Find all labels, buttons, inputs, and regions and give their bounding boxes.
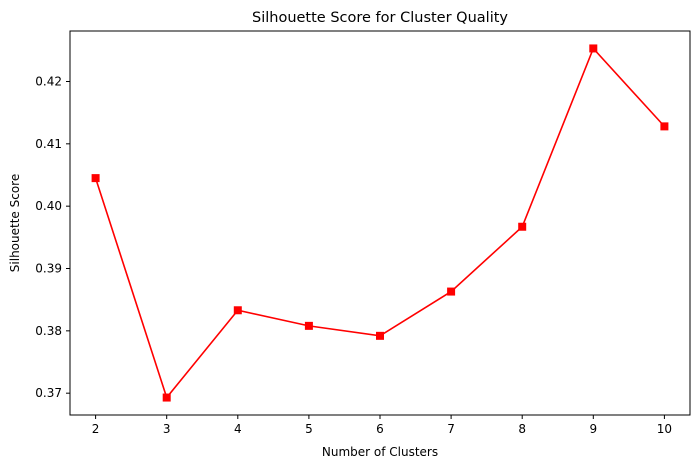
y-tick-label: 0.38: [35, 324, 62, 338]
plot-area: [69, 30, 691, 416]
x-tick-label: 5: [305, 422, 313, 436]
data-point-x7: [447, 287, 456, 296]
data-point-x5: [304, 321, 313, 330]
y-tick-label: 0.42: [35, 74, 62, 88]
chart-title: Silhouette Score for Cluster Quality: [252, 10, 508, 26]
series-line: [94, 46, 665, 400]
data-point-x10: [660, 122, 669, 131]
data-point-x2: [91, 174, 100, 183]
x-tick-label: 6: [376, 422, 384, 436]
data-point-x6: [376, 331, 384, 340]
x-tick-label: 7: [447, 422, 455, 436]
x-tick-label: 10: [657, 422, 672, 436]
data-point-x4: [233, 306, 242, 315]
y-tick-label: 0.41: [35, 137, 62, 151]
y-tick-label: 0.40: [35, 199, 62, 213]
x-tick-label: 4: [234, 422, 242, 436]
x-tick-label: 3: [163, 422, 171, 436]
y-tick-label: 0.39: [35, 262, 62, 276]
series-layer: [91, 44, 669, 402]
x-axis-label: Number of Clusters: [322, 445, 438, 459]
data-point-x9: [589, 44, 598, 53]
y-axis-label: Silhouette Score: [8, 174, 22, 272]
data-point-x8: [518, 222, 527, 231]
y-tick-label: 0.37: [35, 386, 62, 400]
y-axis: 0.37 0.38 0.39 0.40 0.41 0.42: [35, 74, 70, 400]
x-tick-label: 8: [518, 422, 526, 436]
x-axis: 2 3 4 5 6 7 8 9 10: [92, 415, 672, 436]
data-point-x3: [162, 393, 171, 402]
x-tick-label: 2: [92, 422, 100, 436]
x-tick-label: 9: [589, 422, 597, 436]
